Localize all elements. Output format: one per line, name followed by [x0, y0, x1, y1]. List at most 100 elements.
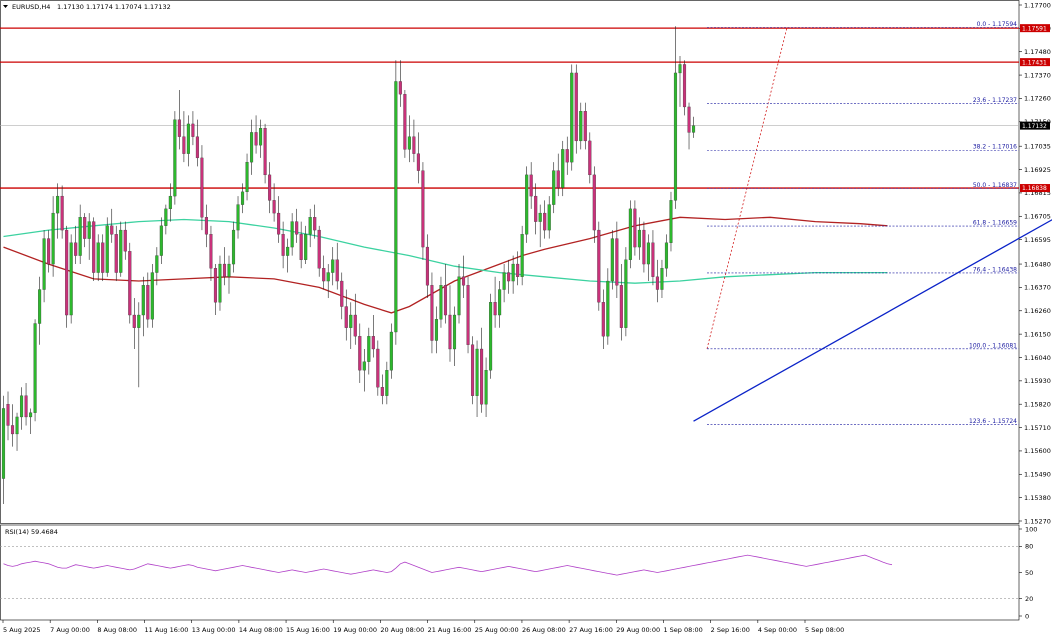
support-trendline	[693, 219, 1052, 422]
candle-body	[691, 125, 696, 133]
candle	[371, 315, 375, 358]
candle	[231, 221, 236, 273]
time-axis-label: 5 Sep 08:00	[805, 626, 844, 634]
candle	[678, 55, 682, 107]
level-price-tag-background	[1020, 184, 1050, 193]
candle-body	[664, 242, 669, 269]
candle	[493, 276, 497, 328]
candle-body	[290, 221, 294, 248]
candle-body	[313, 217, 317, 231]
candle	[349, 302, 353, 349]
candle	[222, 247, 227, 286]
price-axis-label: 1.16040	[1024, 354, 1051, 362]
candle-body	[96, 242, 100, 273]
candle-body	[660, 268, 664, 290]
candle-body	[191, 123, 195, 137]
candle-body	[434, 319, 439, 341]
candle-body	[403, 94, 407, 150]
candle-body	[119, 229, 123, 273]
candle	[489, 293, 493, 379]
price-axis-label: 1.17260	[1024, 95, 1051, 103]
candle	[105, 217, 109, 277]
candle	[416, 132, 420, 184]
candle-body	[624, 259, 628, 328]
candle-body	[168, 195, 172, 210]
candle-body	[457, 276, 461, 316]
candle-body	[475, 348, 479, 396]
candle-body	[10, 425, 15, 435]
candle-body	[110, 225, 114, 235]
candle	[660, 259, 664, 299]
candle-body	[525, 174, 529, 235]
candle-body	[592, 174, 596, 231]
candle	[317, 225, 321, 277]
price-axis-label: 1.16815	[1024, 189, 1051, 197]
candle-body	[295, 221, 299, 235]
candle	[344, 289, 348, 341]
candle	[38, 276, 42, 345]
candle	[69, 234, 73, 324]
candle-body	[51, 212, 55, 265]
candle-body	[245, 161, 249, 193]
candle-body	[448, 314, 452, 350]
candle-body	[286, 246, 290, 256]
candle-body	[268, 174, 272, 201]
candle	[687, 102, 691, 150]
candle	[33, 319, 37, 422]
candle-body	[204, 217, 209, 235]
candle-body	[561, 149, 565, 188]
candle	[642, 221, 646, 273]
candle-body	[389, 331, 393, 371]
candle	[213, 264, 218, 316]
candle	[543, 200, 547, 239]
candle	[150, 264, 154, 328]
time-axis-label: 7 Aug 00:00	[50, 626, 90, 634]
candle-body	[534, 195, 538, 222]
candle	[412, 119, 416, 163]
candle	[92, 217, 96, 282]
candle-body	[254, 132, 258, 146]
dropdown-triangle-icon[interactable]	[3, 5, 8, 8]
candle-body	[74, 242, 78, 256]
candle	[290, 213, 294, 256]
candle-body	[687, 106, 691, 133]
candle	[164, 204, 168, 235]
candle	[457, 264, 461, 324]
candle	[322, 255, 326, 290]
candle-body	[38, 289, 42, 324]
price-axis-label: 1.16150	[1024, 330, 1051, 338]
fibonacci-level-label: 100.0 - 1.16081	[969, 342, 1017, 349]
candle-body	[646, 242, 650, 265]
candle-body	[556, 170, 560, 188]
candle	[610, 230, 614, 290]
candle-body	[547, 204, 551, 231]
candle-body	[92, 221, 96, 273]
candle	[511, 255, 515, 294]
candle-body	[398, 81, 402, 95]
candle	[403, 89, 407, 158]
candle-body	[489, 302, 493, 371]
candle	[340, 272, 344, 320]
candle-body	[628, 208, 632, 260]
candle-body	[218, 263, 222, 303]
candle	[263, 123, 267, 184]
candle	[529, 162, 533, 209]
price-axis-label: 1.15270	[1024, 517, 1051, 525]
candle	[552, 162, 556, 214]
candle-body	[443, 285, 448, 316]
candle-body	[615, 238, 619, 286]
candle-body	[200, 157, 204, 218]
candle	[15, 412, 19, 451]
candle-body	[164, 208, 168, 226]
candle	[326, 264, 330, 299]
candle	[633, 200, 637, 256]
candle-body	[349, 314, 353, 328]
candle	[534, 183, 538, 235]
candle	[655, 259, 659, 303]
candle-body	[516, 263, 520, 277]
price-axis-label: 1.16595	[1024, 236, 1051, 244]
time-axis-label: 13 Aug 00:00	[192, 626, 236, 634]
rsi-axis-label: 20	[1025, 595, 1033, 603]
candle-body	[69, 242, 73, 316]
